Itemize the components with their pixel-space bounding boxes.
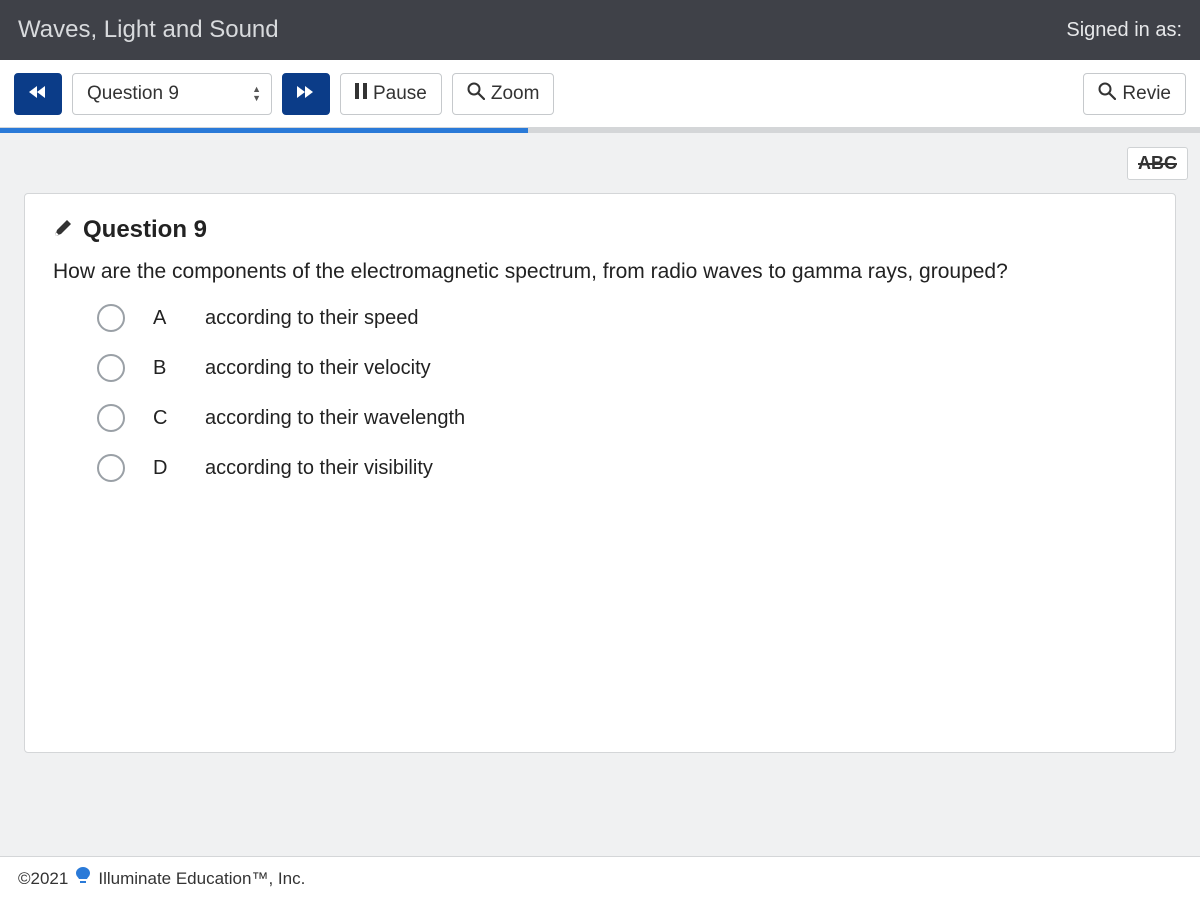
fast-forward-icon — [297, 83, 315, 104]
content-area: ABC Question 9 How are the components of… — [0, 133, 1200, 856]
lightbulb-icon — [76, 867, 90, 890]
magnify-icon — [1098, 82, 1116, 106]
zoom-button[interactable]: Zoom — [452, 73, 555, 115]
rewind-icon — [29, 83, 47, 104]
toolbar: Question 9 ▲▼ Pause Zoom — [0, 60, 1200, 128]
footer: ©2021 Illuminate Education™, Inc. — [0, 856, 1200, 900]
zoom-label: Zoom — [491, 83, 540, 105]
pencil-icon — [53, 218, 73, 243]
header-bar: Waves, Light and Sound Signed in as: — [0, 0, 1200, 60]
question-heading-row: Question 9 — [53, 216, 1147, 244]
review-button[interactable]: Revie — [1083, 73, 1186, 115]
choice-letter: B — [153, 357, 177, 380]
choice-letter: C — [153, 407, 177, 430]
copyright-text: ©2021 — [18, 869, 68, 889]
stepper-arrows-icon: ▲▼ — [252, 85, 261, 103]
radio-b[interactable] — [97, 354, 125, 382]
choice-row[interactable]: B according to their velocity — [97, 354, 1147, 382]
next-question-button[interactable] — [282, 73, 330, 115]
radio-c[interactable] — [97, 404, 125, 432]
radio-d[interactable] — [97, 454, 125, 482]
choice-text: according to their wavelength — [205, 407, 465, 430]
magnify-icon — [467, 82, 485, 106]
strikeout-tool-button[interactable]: ABC — [1127, 147, 1188, 180]
choice-row[interactable]: C according to their wavelength — [97, 404, 1147, 432]
signed-in-label: Signed in as: — [1066, 19, 1182, 42]
radio-a[interactable] — [97, 304, 125, 332]
choice-row[interactable]: A according to their speed — [97, 304, 1147, 332]
review-label: Revie — [1122, 83, 1171, 105]
question-card: Question 9 How are the components of the… — [24, 193, 1176, 753]
pause-label: Pause — [373, 83, 427, 105]
company-name: Illuminate Education™, Inc. — [98, 869, 305, 889]
choice-text: according to their speed — [205, 307, 418, 330]
question-prompt: How are the components of the electromag… — [53, 258, 1147, 286]
question-heading: Question 9 — [83, 216, 207, 244]
page-title: Waves, Light and Sound — [18, 16, 279, 44]
question-selector-label: Question 9 — [87, 83, 179, 105]
choice-letter: D — [153, 457, 177, 480]
pause-icon — [355, 83, 367, 105]
app-window: Waves, Light and Sound Signed in as: Que… — [0, 0, 1200, 900]
choice-text: according to their visibility — [205, 457, 433, 480]
choice-row[interactable]: D according to their visibility — [97, 454, 1147, 482]
choice-list: A according to their speed B according t… — [53, 304, 1147, 482]
pause-button[interactable]: Pause — [340, 73, 442, 115]
choice-letter: A — [153, 307, 177, 330]
prev-question-button[interactable] — [14, 73, 62, 115]
question-selector[interactable]: Question 9 ▲▼ — [72, 73, 272, 115]
choice-text: according to their velocity — [205, 357, 431, 380]
abc-strikeout-icon: ABC — [1138, 153, 1177, 173]
